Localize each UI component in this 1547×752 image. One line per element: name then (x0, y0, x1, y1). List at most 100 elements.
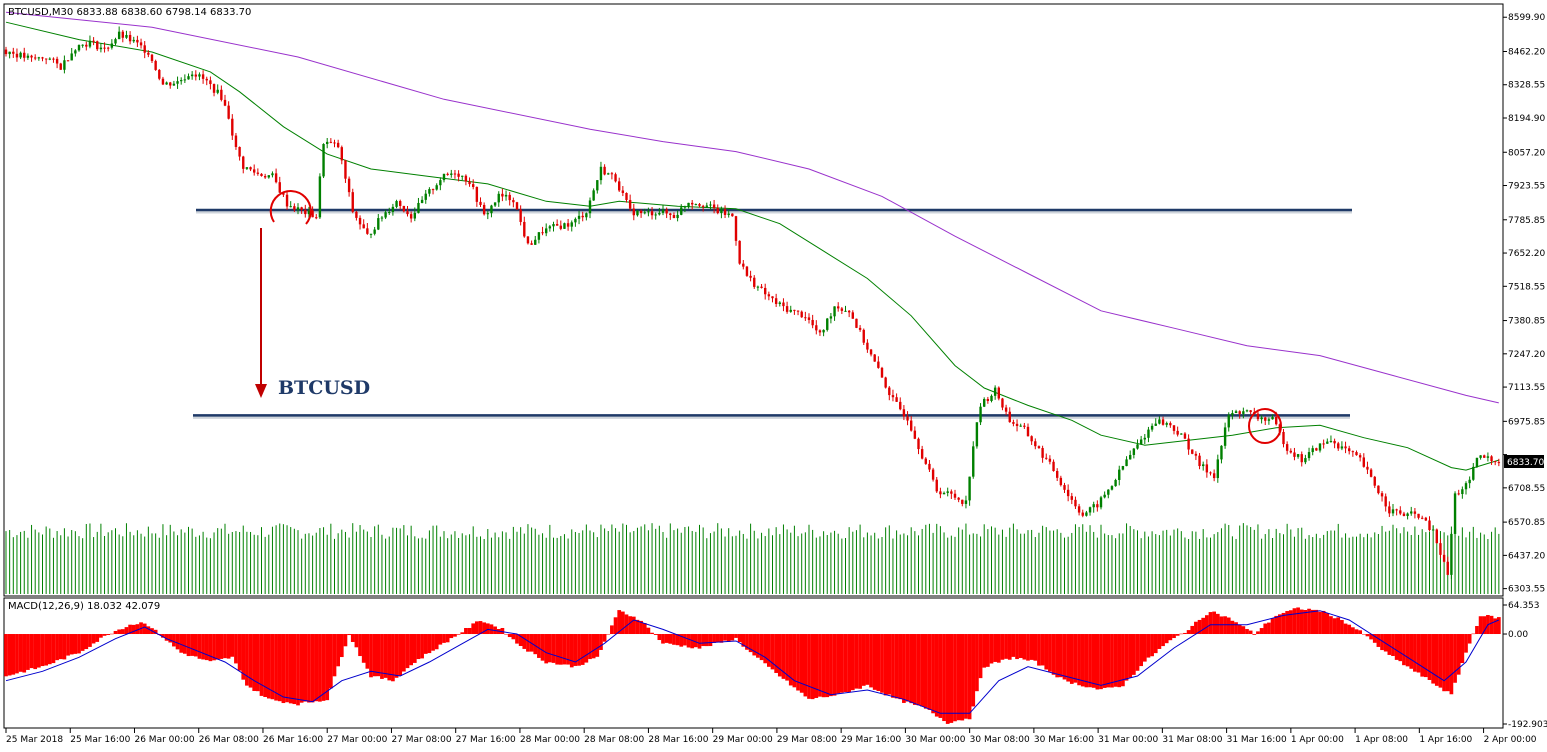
candle-body (946, 491, 949, 493)
time-tick-label: 30 Mar 16:00 (1034, 735, 1094, 745)
macd-bar (993, 634, 997, 662)
candle-body (785, 306, 789, 312)
candle-body (472, 184, 475, 187)
macd-bar (770, 634, 775, 670)
candle-body (1355, 452, 1358, 456)
macd-bar (686, 634, 691, 648)
candle-body (1081, 512, 1084, 516)
macd-bar (1296, 607, 1300, 635)
macd-bar (880, 634, 884, 693)
candle-body (997, 387, 1000, 399)
candle-body (63, 60, 66, 70)
candle-body (1428, 520, 1431, 531)
time-tick-label: 30 Mar 00:00 (905, 735, 965, 745)
macd-bar (325, 634, 330, 701)
macd-bar (1340, 620, 1344, 635)
candle-body (304, 209, 307, 215)
candle-body (395, 201, 398, 207)
macd-bar (1164, 634, 1169, 644)
candle-body (12, 51, 15, 54)
macd-pane-border (3, 597, 1504, 729)
candle-body (720, 209, 723, 214)
candle-body (683, 206, 687, 208)
time-tick-label: 26 Mar 00:00 (134, 735, 194, 745)
macd-bar (55, 634, 59, 661)
candle-body (1410, 511, 1413, 514)
macd-bar (679, 634, 684, 647)
macd-bar (427, 634, 432, 654)
candle-body (300, 207, 303, 210)
macd-bar (599, 634, 603, 650)
candle-body (154, 60, 157, 70)
candle-body (201, 74, 205, 79)
macd-bar (241, 634, 246, 680)
macd-bar (894, 634, 899, 699)
candle-body (621, 190, 625, 193)
macd-bar (796, 634, 800, 691)
candle-body (917, 438, 920, 450)
macd-bar (1267, 622, 1271, 635)
candle-body (957, 497, 960, 500)
candle-body (52, 58, 55, 60)
candle-body (8, 51, 11, 55)
candle-body (1103, 494, 1106, 498)
current-price-label: 6833.70 (1507, 458, 1544, 468)
macd-bar (1369, 634, 1373, 640)
candle-body (731, 213, 734, 217)
macd-bar (259, 634, 264, 696)
macd-bar (832, 634, 837, 696)
candle-body (187, 76, 190, 80)
candle-body (964, 500, 968, 504)
macd-bar (1062, 634, 1067, 680)
macd-bar (1270, 618, 1275, 635)
current-price-tag: 6833.70 (1504, 455, 1544, 468)
candle-body (1461, 489, 1464, 495)
macd-bar (573, 634, 578, 666)
macd-bar (1343, 623, 1348, 635)
macd-bar (1358, 630, 1362, 635)
candle-body (782, 302, 785, 307)
macd-bar (438, 634, 443, 645)
candle-body (1066, 489, 1070, 497)
macd-bar (799, 634, 804, 693)
candle-body (716, 207, 719, 214)
macd-bar (1157, 634, 1162, 649)
macd-bar (1077, 634, 1081, 686)
candle-body (409, 214, 413, 219)
macd-bar (1208, 612, 1213, 635)
macd-bar (1142, 634, 1147, 662)
macd-bar (69, 634, 74, 655)
candle-body (931, 469, 935, 480)
macd-bar (84, 634, 89, 650)
price-tick-label: 8194.90 (1508, 114, 1545, 124)
macd-bar (668, 634, 673, 644)
candle-body (1041, 448, 1044, 458)
candle-body (413, 212, 416, 219)
candle-body (1242, 411, 1245, 414)
time-tick-label: 28 Mar 00:00 (520, 735, 580, 745)
candle-body (1464, 483, 1468, 490)
candle-body (771, 296, 774, 299)
candle-body (85, 44, 88, 47)
candle-body (190, 74, 194, 77)
macd-bar (343, 634, 348, 647)
candle-body (742, 263, 745, 267)
macd-bar (1354, 629, 1359, 635)
candle-body (1486, 456, 1490, 458)
candle-body (1275, 417, 1278, 425)
candle-body (939, 491, 942, 495)
candle-body (132, 39, 135, 42)
macd-bar (332, 634, 337, 677)
macd-bar (292, 634, 297, 705)
candle-body (993, 387, 997, 396)
macd-bar (631, 616, 636, 635)
candle-body (1059, 477, 1063, 486)
candle-body (1373, 476, 1376, 486)
macd-bar (836, 634, 841, 694)
candle-body (1417, 513, 1420, 518)
candle-body (844, 310, 847, 312)
candle-body (1099, 497, 1103, 508)
macd-bar (106, 634, 111, 635)
macd-bar (29, 634, 34, 669)
window-title: BTCUSD,M30 6833.88 6838.60 6798.14 6833.… (8, 7, 251, 18)
